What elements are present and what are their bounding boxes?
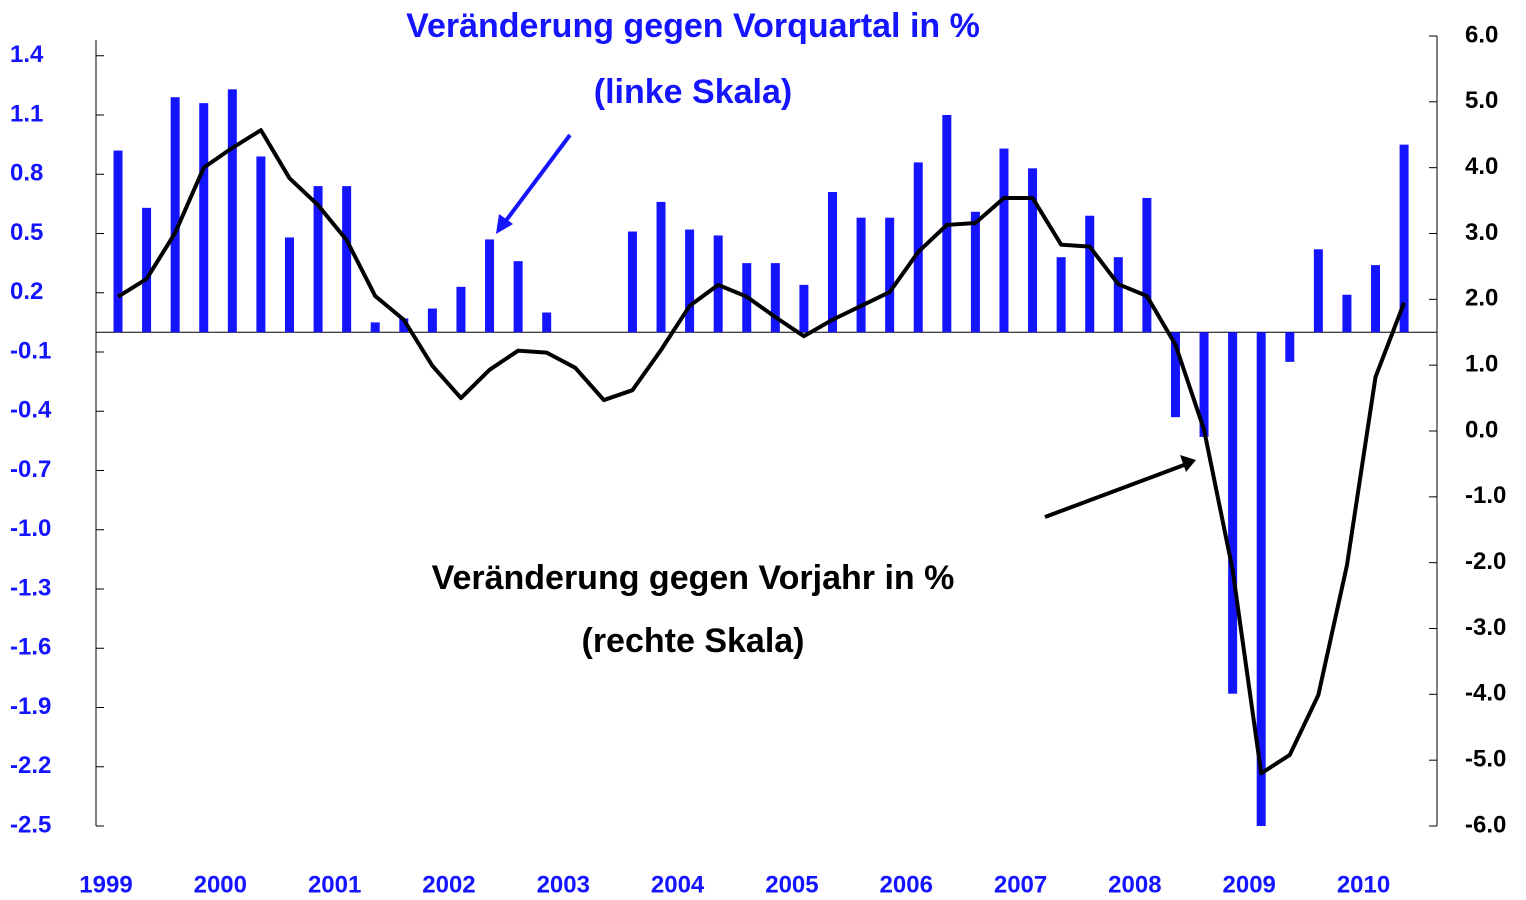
- y-tick-label: -1.0: [10, 515, 51, 542]
- y-tick-label: -0.7: [10, 456, 51, 483]
- bar: [970, 211, 980, 333]
- bar: [685, 229, 695, 333]
- y2-tick-label: 2.0: [1465, 285, 1498, 312]
- annotation: Veränderung gegen Vorquartal in %: [406, 7, 980, 45]
- x-tick-label: 2003: [537, 871, 590, 898]
- bar: [342, 186, 352, 333]
- arrow: [496, 133, 1196, 519]
- bar: [999, 148, 1009, 333]
- x-tick-label: 2006: [880, 871, 933, 898]
- y2-tick-label: -5.0: [1465, 746, 1506, 773]
- y-tick-label: -2.5: [10, 811, 51, 838]
- bar: [1199, 332, 1209, 437]
- bar: [227, 89, 237, 333]
- bar: [828, 192, 837, 333]
- bar: [1113, 257, 1123, 333]
- x-tick-label: 1999: [79, 871, 132, 898]
- bar: [456, 286, 466, 333]
- bar: [1056, 257, 1066, 333]
- x-tick-label: 2009: [1223, 871, 1276, 898]
- y2-tick-label: 3.0: [1465, 219, 1498, 246]
- bar: [1256, 332, 1266, 826]
- y2-tick-label: 5.0: [1465, 87, 1498, 114]
- y2-tick-label: 4.0: [1465, 153, 1498, 180]
- x-tick-label: 2008: [1108, 871, 1161, 898]
- bar: [770, 263, 780, 333]
- y2-tick-label: 6.0: [1465, 21, 1498, 48]
- annotation: (linke Skala): [594, 73, 792, 111]
- y-tick-label: -0.1: [10, 337, 51, 364]
- x-tick-label: 2001: [308, 871, 361, 898]
- bar: [199, 103, 209, 333]
- bar: [113, 150, 123, 333]
- bar: [1085, 215, 1095, 333]
- bar: [856, 217, 866, 333]
- y-tick-label: 1.1: [10, 100, 43, 127]
- x-tick-label: 2000: [194, 871, 247, 898]
- y2-tick-label: -1.0: [1465, 482, 1506, 509]
- bar: [1313, 249, 1323, 333]
- bar: [1342, 294, 1352, 333]
- bar: [542, 312, 552, 333]
- bar: [1028, 168, 1038, 333]
- bar: [284, 237, 294, 333]
- bar: [1371, 265, 1381, 333]
- bar: [656, 201, 666, 333]
- x-tick-label: 2005: [765, 871, 818, 898]
- bar: [627, 231, 637, 333]
- bar: [256, 156, 266, 333]
- y2-tick-label: 0.0: [1465, 416, 1498, 443]
- y-tick-label: 0.5: [10, 219, 43, 246]
- y-tick-label: 0.8: [10, 160, 43, 187]
- bar: [1170, 332, 1180, 418]
- y-tick-label: -1.3: [10, 574, 51, 601]
- bar: [885, 217, 895, 333]
- y2-tick-label: -2.0: [1465, 548, 1506, 575]
- bar: [1142, 197, 1152, 333]
- bar: [427, 308, 437, 333]
- y-tick-label: -2.2: [10, 752, 51, 779]
- y2-tick-label: -3.0: [1465, 614, 1506, 641]
- y-tick-label: -1.6: [10, 634, 51, 661]
- bar: [1228, 332, 1238, 694]
- bar: [485, 239, 495, 333]
- y-tick-label: -0.4: [10, 397, 52, 424]
- bar: [1399, 144, 1409, 333]
- bar: [513, 261, 523, 333]
- y2-tick-label: 1.0: [1465, 351, 1498, 378]
- bar: [399, 318, 409, 333]
- y-tick-label: 1.4: [10, 41, 44, 68]
- bar: [313, 186, 323, 333]
- y2-tick-label: -4.0: [1465, 680, 1506, 707]
- bar: [142, 207, 152, 333]
- bar: [370, 322, 380, 333]
- bar: [799, 284, 809, 333]
- bar: [913, 162, 923, 333]
- bar: [170, 97, 180, 333]
- y-tick-label: 0.2: [10, 278, 43, 305]
- y-tick-label: -1.9: [10, 693, 51, 720]
- x-tick-label: 2002: [422, 871, 475, 898]
- x-tick-label: 2004: [651, 871, 705, 898]
- bar: [1285, 332, 1295, 362]
- x-tick-label: 2007: [994, 871, 1047, 898]
- y2-tick-label: -6.0: [1465, 811, 1506, 838]
- x-tick-label: 2010: [1337, 871, 1390, 898]
- line: [116, 128, 1406, 776]
- annotation: Veränderung gegen Vorjahr in %: [432, 559, 955, 597]
- annotation: (rechte Skala): [582, 622, 805, 660]
